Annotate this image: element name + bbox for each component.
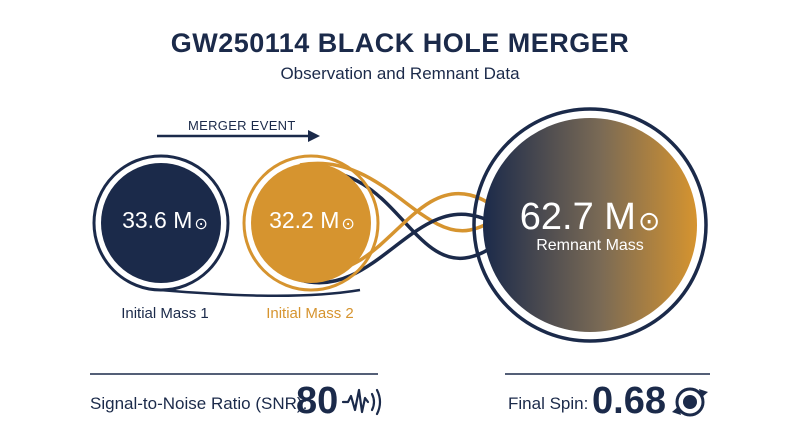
page-title: GW250114 BLACK HOLE MERGER: [170, 28, 630, 58]
initial-mass-1-value: 33.6 M ⊙: [122, 207, 208, 233]
snr-label: Signal-to-Noise Ratio (SNR):: [90, 394, 308, 413]
page-subtitle: Observation and Remnant Data: [280, 64, 520, 83]
initial-mass-1-label: Initial Mass 1: [121, 305, 209, 322]
remnant-mass-circle: [472, 107, 708, 343]
solar-mass-symbol: ⊙: [637, 206, 661, 237]
initial-mass-2-value: 32.2 M ⊙: [269, 207, 355, 233]
remnant-mass-label: Remnant Mass: [536, 237, 644, 254]
initial-mass-2-label: Initial Mass 2: [266, 305, 354, 322]
final-spin-label: Final Spin:: [508, 394, 589, 413]
solar-mass-symbol: ⊙: [194, 214, 208, 233]
solar-mass-symbol: ⊙: [341, 214, 355, 233]
remnant-mass-value: 62.7 M⊙: [519, 196, 661, 238]
initial-mass-1-circle: [92, 154, 230, 292]
initial-mass-2-circle: [242, 154, 380, 292]
arrow-right-icon: [157, 130, 320, 142]
merger-event-label: MERGER EVENT: [188, 118, 296, 133]
snr-value: 80: [296, 380, 339, 422]
waveform-icon: [341, 388, 382, 416]
final-spin-value: 0.68: [592, 380, 666, 422]
spin-icon: [672, 387, 708, 417]
